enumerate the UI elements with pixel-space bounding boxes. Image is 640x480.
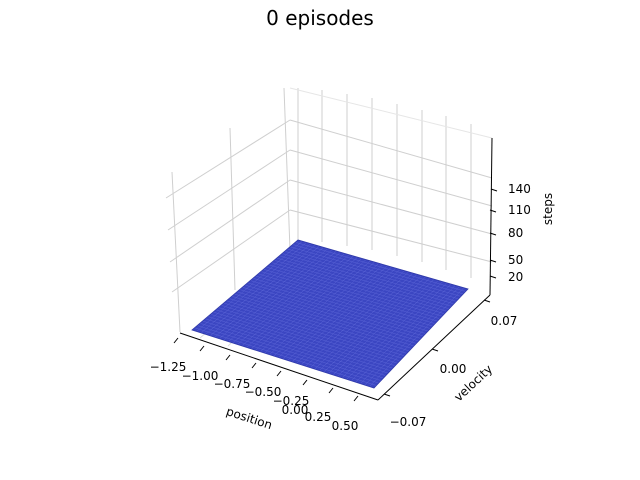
surface-mesh-line <box>319 274 418 371</box>
z-axis-label: steps <box>541 193 555 225</box>
x-tick-label: 0.50 <box>332 419 359 433</box>
surface-mesh-line <box>341 280 439 379</box>
tick-mark <box>353 395 359 402</box>
surface-mesh-line <box>301 269 401 365</box>
surface-mesh-line <box>244 284 422 339</box>
y-axis-line <box>377 294 491 401</box>
surface-mesh-line <box>289 246 462 297</box>
grid-line <box>169 179 291 263</box>
tick-mark <box>225 354 231 361</box>
surface-mesh-line <box>310 271 409 368</box>
z-tick-label: 20 <box>508 270 523 284</box>
surface-mesh-line <box>274 260 447 312</box>
surface-mesh-line <box>258 273 433 327</box>
tick-mark <box>489 209 497 213</box>
y-tick-label: 0.07 <box>491 314 518 328</box>
x-tick-label: −0.50 <box>245 385 282 399</box>
grid-line <box>283 87 291 251</box>
surface-mesh-line <box>252 278 429 332</box>
grid-line <box>171 171 181 333</box>
grid-line <box>289 149 493 207</box>
x-tick-labels: −1.25 −1.00 −0.75 −0.50 −0.25 0.00 0.25 … <box>150 360 359 433</box>
surface-mesh-line <box>332 277 430 376</box>
grid-line <box>289 179 493 235</box>
grid-line <box>289 119 493 179</box>
x-tick-label: −0.25 <box>273 394 310 408</box>
tick-mark <box>489 259 497 263</box>
surface-mesh-line <box>292 244 464 295</box>
grid-line <box>229 127 236 291</box>
surface-mesh-line <box>291 266 392 363</box>
y-tick-label: −0.07 <box>390 415 427 429</box>
surface-mesh-line <box>364 286 460 386</box>
surface-mesh <box>191 239 469 389</box>
surface-mesh-line <box>351 282 447 381</box>
z-tick-label: 80 <box>508 226 523 240</box>
surface-mesh-line <box>279 255 452 307</box>
surface-mesh-line <box>260 271 436 324</box>
surface-outline <box>191 239 469 389</box>
grid-line <box>165 119 291 199</box>
surface-mesh-line <box>284 251 457 302</box>
surface-mesh-line <box>247 282 424 337</box>
surface-mesh-line <box>282 253 454 305</box>
surface-mesh-line <box>255 275 431 329</box>
tick-mark <box>490 188 498 192</box>
surface-mesh-line <box>346 281 443 380</box>
surface-mesh-line <box>268 264 443 317</box>
grid-line <box>289 209 493 263</box>
tick-marks <box>173 188 498 402</box>
grid-line <box>167 149 291 231</box>
z-tick-label: 50 <box>508 253 523 267</box>
tick-mark <box>173 337 179 344</box>
tick-mark <box>489 232 497 236</box>
tick-mark <box>302 379 308 386</box>
tick-mark <box>251 362 257 369</box>
surface-mesh-line <box>296 267 396 364</box>
surface-mesh-line <box>337 279 435 377</box>
surface-mesh-line <box>328 276 426 374</box>
surface-mesh-line <box>266 266 440 319</box>
surface-mesh-line <box>287 248 459 300</box>
surface-mesh-line <box>276 257 450 310</box>
x-tick-label: −0.75 <box>214 377 251 391</box>
surface-mesh-line <box>360 285 456 384</box>
x-axis-line <box>179 332 379 401</box>
x-axis-label: position <box>224 404 274 432</box>
surface-mesh-line <box>369 287 464 387</box>
grid-line <box>171 209 291 293</box>
surface-mesh-line <box>305 270 405 367</box>
y-tick-labels: −0.07 0.00 0.07 <box>390 314 518 429</box>
z-tick-label: 140 <box>508 182 531 196</box>
surface-mesh-line <box>295 242 466 292</box>
surface-mesh-line <box>314 272 413 370</box>
surface-mesh-line <box>271 262 445 314</box>
tick-mark <box>276 370 282 377</box>
x-tick-label: 0.00 <box>282 403 309 417</box>
z-tick-label: 110 <box>508 203 531 217</box>
tick-mark <box>199 345 205 352</box>
tick-mark <box>383 393 391 397</box>
y-tick-label: 0.00 <box>440 362 467 376</box>
axis-lines <box>179 137 493 401</box>
x-tick-label: −1.25 <box>150 360 187 374</box>
surface-mesh-line <box>355 283 452 383</box>
x-tick-label: 0.25 <box>305 410 332 424</box>
surface-mesh-line <box>287 265 388 361</box>
tick-mark <box>328 387 334 394</box>
z-axis-line <box>489 137 493 296</box>
tick-mark <box>489 275 497 279</box>
tick-mark <box>431 348 439 352</box>
surface-mesh-line <box>323 275 422 373</box>
x-tick-label: −1.00 <box>182 369 219 383</box>
chart-title: 0 episodes <box>266 6 374 30</box>
z-tick-labels: 20 50 80 110 140 <box>508 182 531 284</box>
surface-mesh-line <box>250 280 426 334</box>
surface-mesh-line <box>263 269 438 322</box>
grid-line <box>289 87 493 139</box>
tick-mark <box>483 299 491 303</box>
